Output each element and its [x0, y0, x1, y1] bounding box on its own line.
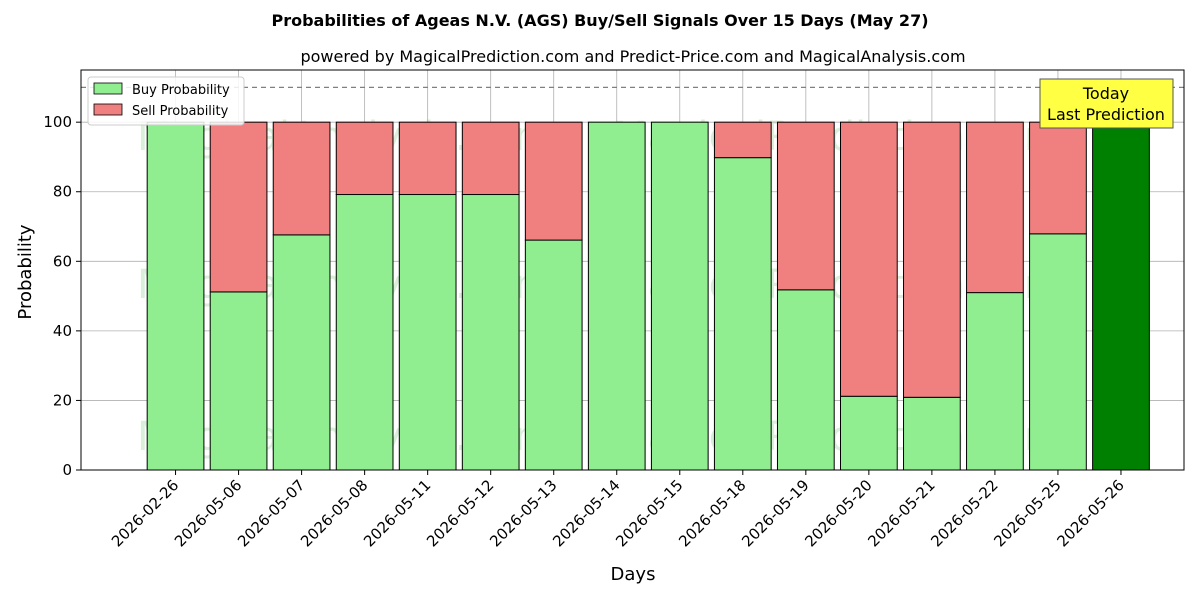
bar-buy-2026-05-14 [587, 121, 646, 471]
x-tick-label: 2026-05-26 [1053, 476, 1127, 550]
legend-swatch-sell [93, 103, 123, 116]
bar-buy-2026-05-22 [966, 292, 1024, 471]
today-annotation: Today Last Prediction [1039, 78, 1174, 129]
y-axis-ticks: 0 20 40 60 80 100 [43, 113, 81, 479]
bar-sell-2026-05-08 [335, 121, 394, 196]
bar-buy-2026-05-26 [1092, 121, 1150, 471]
bar-sell-2026-05-11 [398, 121, 457, 196]
legend-box [87, 76, 245, 126]
bar-sell-2026-05-13 [524, 121, 583, 241]
legend-label-buy: Buy Probability [132, 83, 230, 98]
bar-buy-2026-05-07 [272, 234, 331, 471]
legend-label-sell: Sell Probability [132, 104, 229, 119]
bar-buy-2026-05-25 [1029, 233, 1087, 471]
bar-sell-2026-05-20 [839, 121, 898, 397]
bar-sell-2026-05-06 [209, 121, 268, 293]
y-tick-label: 100 [43, 113, 72, 131]
y-tick-label: 20 [53, 391, 72, 409]
today-box [1039, 78, 1174, 129]
bar-sell-2026-05-22 [966, 121, 1024, 294]
y-tick-label: 0 [62, 461, 72, 479]
plot-frame [80, 69, 1185, 471]
bar-buy-2026-05-19 [776, 289, 835, 471]
bar-buy-2026-05-08 [335, 194, 394, 471]
bar-sell-2026-05-18 [713, 121, 772, 159]
y-axis-label: Probability [15, 224, 36, 319]
chart-title: Probabilities of Ageas N.V. (AGS) Buy/Se… [271, 11, 928, 30]
bar-buy-2026-05-20 [839, 395, 898, 471]
bar-sell-2026-05-25 [1029, 121, 1087, 235]
bar-buy-2026-02-26 [146, 121, 205, 471]
bar-sell-2026-05-12 [461, 121, 520, 196]
bar-buy-2026-05-13 [524, 239, 583, 471]
bar-buy-2026-05-06 [209, 291, 268, 471]
legend-swatch-buy [93, 82, 123, 95]
bar-buy-2026-05-15 [650, 121, 709, 471]
y-tick-label: 60 [53, 252, 72, 270]
chart-subtitle: powered by MagicalPrediction.com and Pre… [300, 47, 965, 66]
x-axis-label: Days [611, 564, 656, 585]
bar-sell-2026-05-19 [776, 121, 835, 291]
y-tick-label: 40 [53, 322, 72, 340]
bar-buy-2026-05-11 [398, 194, 457, 471]
bar-buy-2026-05-12 [461, 194, 520, 471]
bar-sell-2026-05-07 [272, 121, 331, 236]
bar-sell-2026-05-21 [903, 121, 961, 398]
bar-layer [146, 121, 1150, 471]
bar-buy-2026-05-18 [713, 157, 772, 471]
last-prediction-label: Last Prediction [1047, 105, 1165, 124]
today-label: Today [1082, 84, 1129, 103]
y-tick-label: 80 [53, 183, 72, 201]
bar-buy-2026-05-21 [903, 396, 961, 471]
x-axis-ticks: 2026-02-262026-05-062026-05-072026-05-08… [108, 470, 1128, 550]
legend: Buy Probability Sell Probability [87, 76, 245, 126]
